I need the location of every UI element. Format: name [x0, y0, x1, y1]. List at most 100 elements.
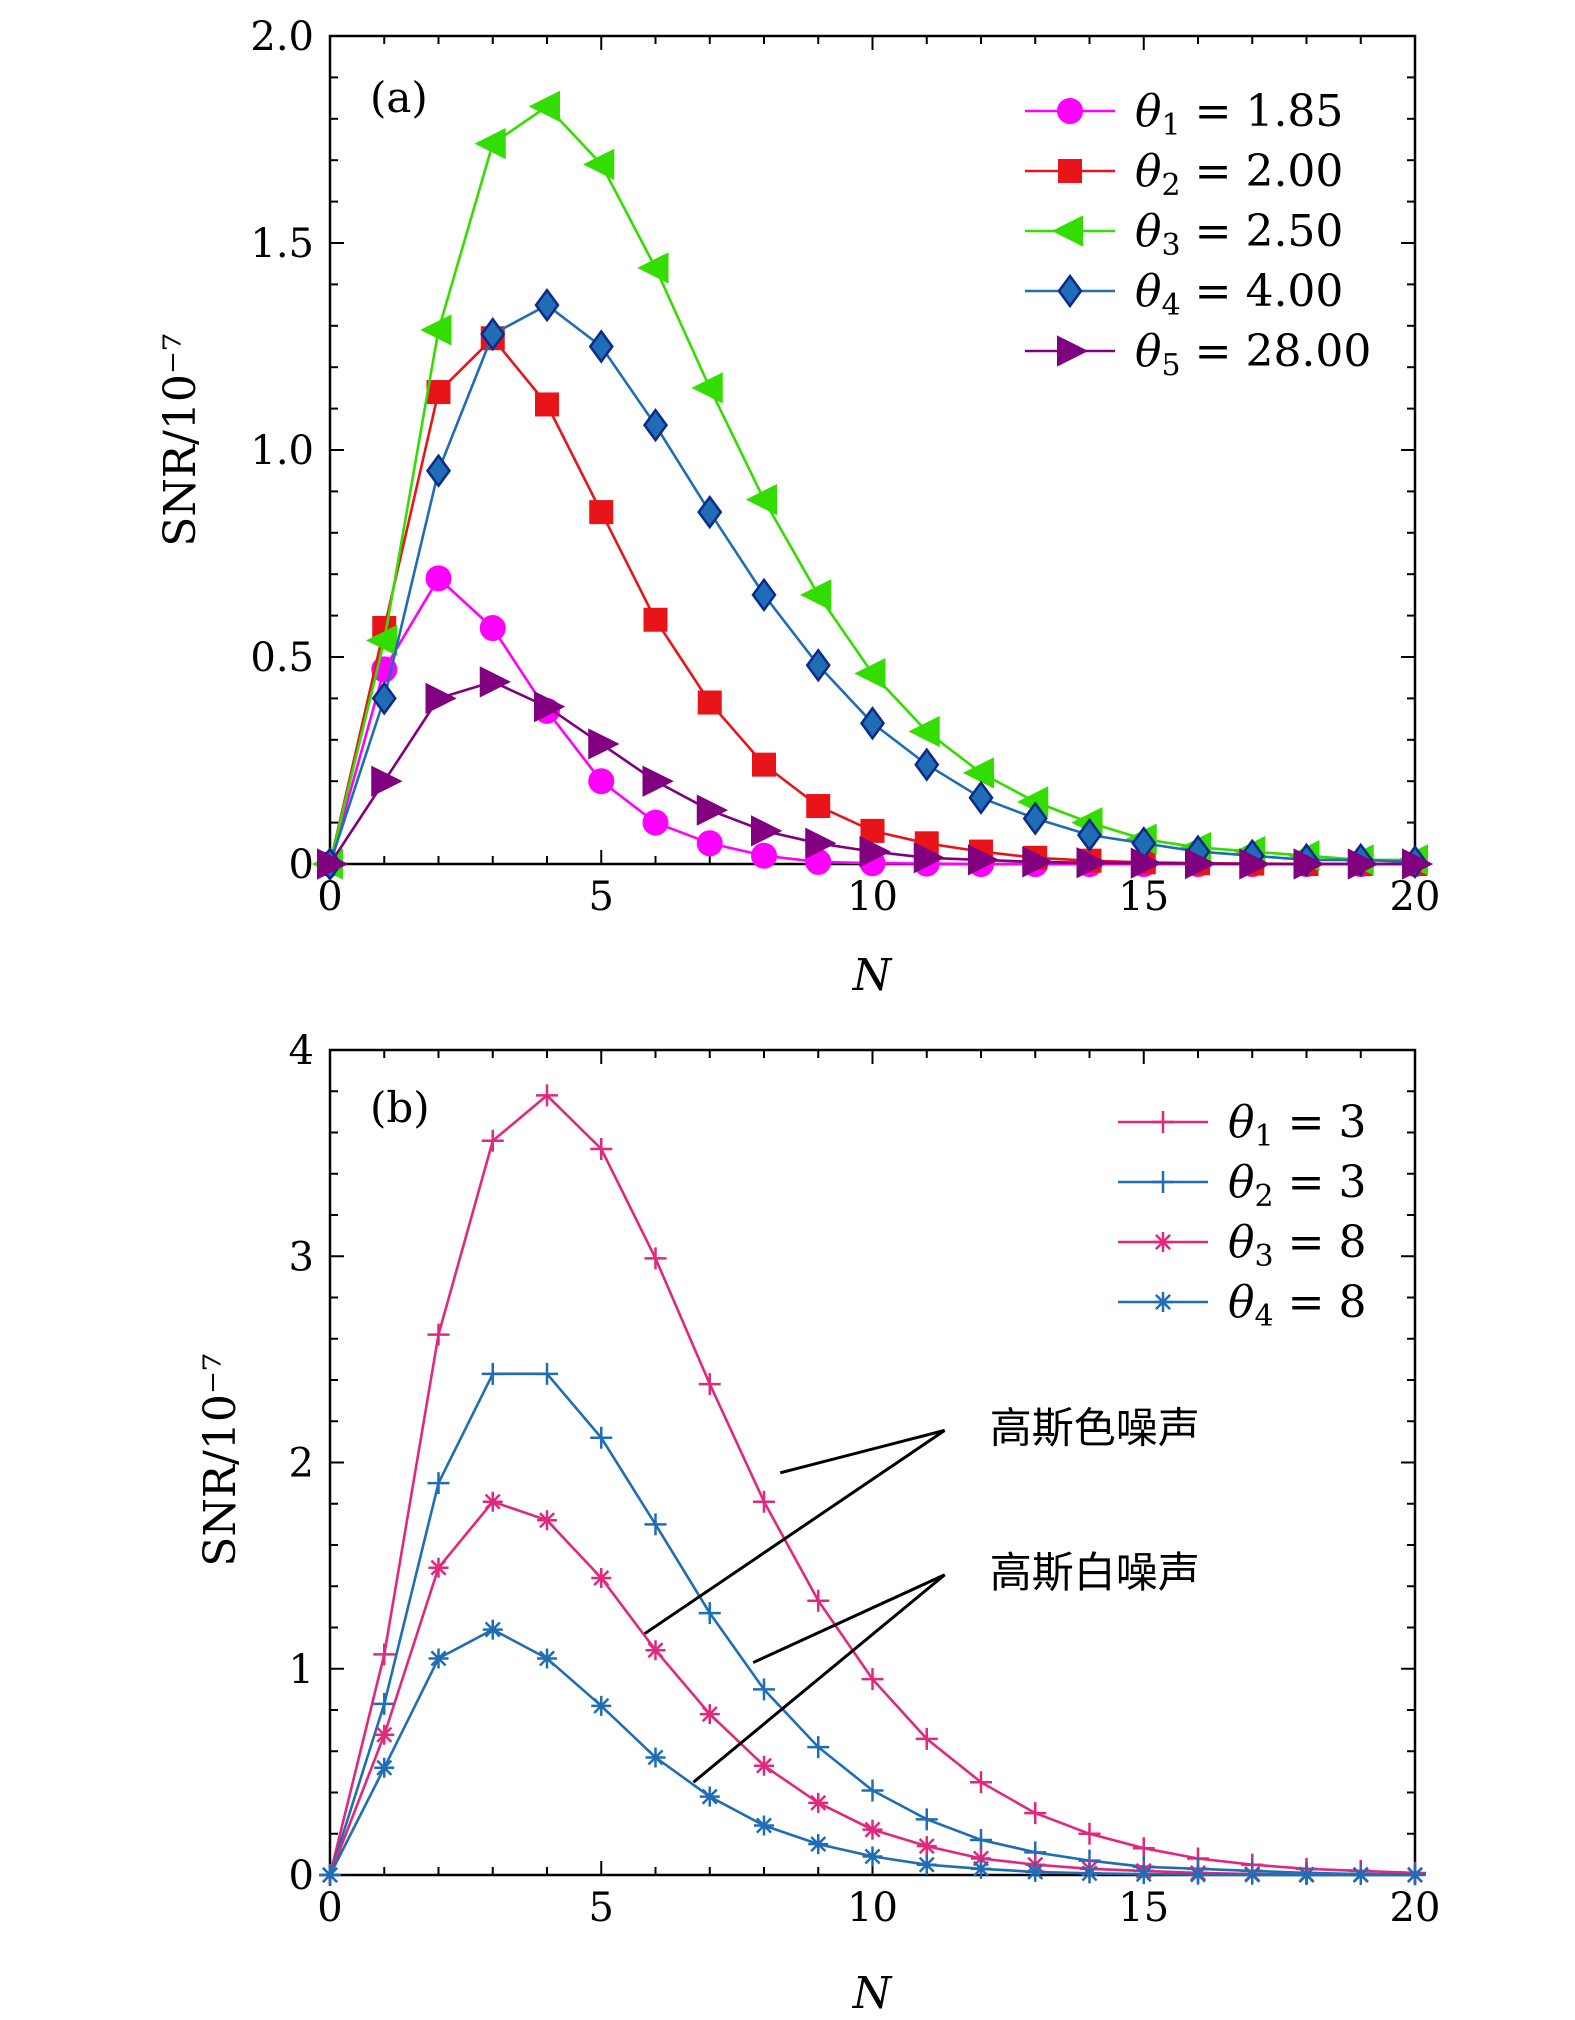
data-point: [588, 768, 615, 795]
data-point: [1293, 848, 1325, 880]
series-4: [317, 287, 1428, 882]
legend-label: θ5 = 28.00: [1135, 326, 1371, 383]
legend-value: = 3: [1288, 1097, 1367, 1148]
legend-item-1: θ1 = 3: [1118, 1097, 1366, 1154]
annotation-leader-line: [779, 1428, 946, 1475]
data-point: [482, 1491, 503, 1512]
data-point: [1402, 848, 1434, 880]
data-point: [642, 765, 674, 797]
data-point: [425, 565, 452, 592]
data-point: [1022, 846, 1054, 878]
x-tick-label: 0: [317, 874, 342, 920]
panel-a-x-axis-label: N: [852, 950, 893, 1001]
legend-marker: [1051, 215, 1083, 247]
data-point: [745, 484, 777, 516]
x-tick-label: 15: [1118, 874, 1169, 920]
data-point: [590, 1426, 613, 1449]
annotation-leader-line: [643, 1429, 946, 1635]
data-point: [861, 1668, 884, 1691]
panel-b-x-axis-label: N: [852, 1968, 893, 2019]
data-point: [1130, 847, 1162, 879]
data-point: [805, 648, 831, 683]
legend-marker: [1057, 98, 1083, 124]
data-point: [915, 1727, 938, 1750]
data-point: [427, 1323, 450, 1346]
legend-symbol: θ: [1135, 206, 1162, 257]
data-point: [699, 1786, 720, 1807]
panel-a-y-axis-label: SNR/10⁻⁷: [155, 333, 206, 546]
legend-marker: [1153, 1292, 1173, 1312]
data-point: [373, 1692, 396, 1715]
annotation-leader-line: [752, 1573, 946, 1664]
legend-value: = 1.85: [1195, 86, 1344, 137]
x-tick-label: 10: [847, 1885, 898, 1931]
data-point: [482, 1619, 503, 1640]
data-point: [1347, 848, 1379, 880]
y-tick-label: 0.5: [250, 635, 314, 681]
data-point: [1132, 1837, 1155, 1860]
data-point: [691, 372, 723, 404]
legend-symbol: θ: [1228, 1157, 1255, 1208]
data-point: [1025, 1861, 1046, 1882]
data-point: [752, 752, 776, 777]
series-line: [328, 1093, 1416, 1876]
data-point: [914, 747, 940, 782]
annotation-1: 高斯色噪声: [643, 1403, 1200, 1635]
data-point: [805, 827, 837, 859]
legend-label: θ3 = 2.50: [1135, 206, 1343, 263]
data-point: [588, 728, 620, 760]
data-point: [970, 1828, 992, 1851]
y-tick-label: 1.0: [250, 428, 314, 474]
data-point: [962, 757, 994, 789]
data-point: [696, 794, 728, 826]
data-point: [583, 148, 615, 180]
data-point: [374, 1724, 395, 1745]
data-point: [862, 1819, 883, 1840]
data-point: [1078, 1822, 1101, 1845]
y-tick-label: 2.0: [250, 14, 314, 60]
legend-item-4: θ4 = 8: [1118, 1277, 1366, 1334]
legend-subscript: 1: [1255, 1119, 1274, 1154]
x-tick-label: 5: [589, 874, 614, 920]
data-point: [751, 577, 777, 613]
data-point: [480, 316, 506, 352]
data-point: [535, 392, 559, 417]
legend-subscript: 1: [1162, 108, 1181, 143]
data-point: [481, 1129, 504, 1152]
data-point: [1350, 1865, 1371, 1885]
data-point: [753, 1490, 775, 1513]
data-point: [425, 682, 457, 715]
data-point: [591, 1695, 612, 1716]
data-point: [536, 1084, 558, 1107]
data-point: [908, 715, 940, 748]
annotation-label: 高斯色噪声: [990, 1403, 1200, 1452]
annotation-leader-line: [692, 1573, 946, 1784]
series-line: [328, 303, 1416, 865]
data-point: [859, 706, 886, 741]
series-2: [318, 326, 1427, 876]
legend-label: θ4 = 4.00: [1135, 266, 1343, 323]
legend-item-1: θ1 = 1.85: [1025, 86, 1343, 143]
legend-symbol: θ: [1135, 146, 1162, 197]
data-point: [643, 607, 668, 632]
data-point: [374, 1757, 395, 1778]
data-point: [479, 666, 511, 698]
legend-item-2: θ2 = 3: [1118, 1157, 1366, 1214]
data-point: [425, 453, 452, 488]
data-point: [420, 314, 452, 346]
legend-label: θ2 = 2.00: [1135, 146, 1343, 203]
legend-subscript: 4: [1255, 1299, 1274, 1334]
data-point: [642, 408, 669, 443]
x-tick-label: 20: [1390, 874, 1441, 920]
data-point: [971, 1848, 991, 1869]
data-point: [913, 842, 945, 874]
data-point: [479, 615, 506, 642]
data-point: [861, 1779, 884, 1802]
data-point: [807, 1589, 830, 1612]
legend-symbol: θ: [1228, 1277, 1255, 1328]
legend-symbol: θ: [1135, 266, 1162, 317]
legend-symbol: θ: [1135, 86, 1162, 137]
